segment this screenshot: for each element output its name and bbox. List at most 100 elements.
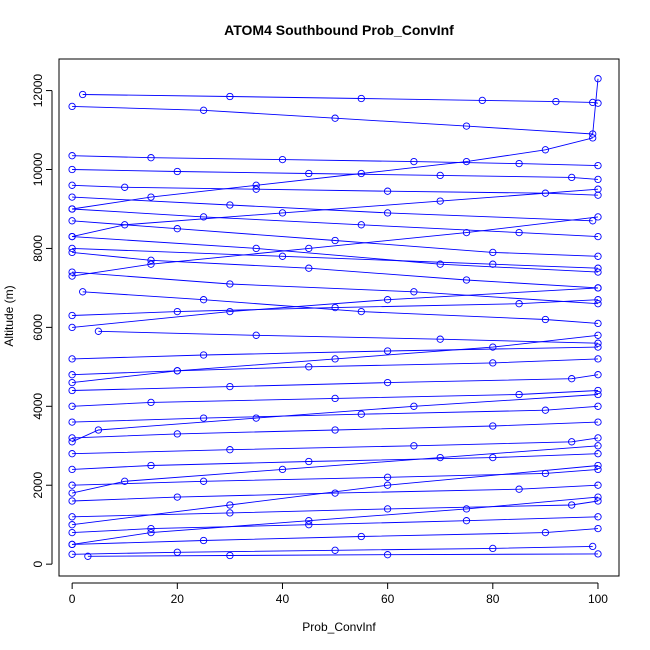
data-point [568,375,576,383]
data-point [84,552,92,560]
data-point [515,228,523,237]
data-point [79,288,87,296]
data-point [278,465,287,474]
data-point [383,505,392,513]
data-point [383,481,392,489]
data-point [594,331,602,339]
x-tick-label: 100 [588,592,608,606]
series-line [72,184,599,196]
data-point [594,550,602,558]
data-point [173,493,181,501]
data-point [594,161,602,170]
data-point [68,217,76,225]
data-point [594,442,602,450]
data-point [594,371,602,379]
series-line [72,516,599,534]
data-point [147,256,155,264]
data-point [383,378,392,387]
series-line [72,496,599,545]
data-point [68,152,76,160]
data-point [489,453,497,462]
series-line [72,251,599,289]
data-point [121,221,129,229]
data-point [68,434,76,442]
y-tick-label: 10000 [31,152,45,186]
series-line [72,545,593,555]
data-point [305,457,313,466]
data-point [594,434,602,442]
data-point [383,209,392,217]
series-line [72,137,593,210]
data-point [68,181,76,189]
data-point [357,307,365,316]
data-point [226,551,234,560]
data-point [436,335,444,343]
series-line [72,196,593,222]
data-point [278,252,287,260]
series-line [72,334,599,384]
data-point [594,465,602,474]
x-tick-label: 20 [171,592,185,606]
y-tick-label: 2000 [31,472,45,499]
data-point [147,461,155,470]
series-line [71,394,599,443]
data-point [594,75,602,83]
data-point [594,319,602,328]
data-point [94,426,103,434]
data-point [147,154,155,162]
data-point [305,264,313,272]
y-tick-label: 12000 [31,74,45,108]
data-point [173,430,181,438]
data-point [410,442,418,450]
data-point [305,244,313,253]
data-point [462,157,471,166]
data-point [121,183,129,191]
data-point [594,99,602,107]
data-point [331,489,339,497]
data-point [489,359,497,367]
data-point [594,175,602,184]
data-point [226,201,234,209]
x-tick-label: 40 [276,592,290,606]
data-point [331,355,339,363]
data-point [147,398,155,407]
data-point [305,517,313,525]
data-point [252,331,260,339]
data-point [594,386,602,395]
data-point [252,244,260,253]
plot-frame [58,58,620,577]
data-point [68,497,76,505]
data-point [68,378,76,387]
series-line [72,465,599,526]
data-point [68,205,76,213]
data-point [199,351,208,359]
data-point [594,418,602,426]
data-point [541,315,550,324]
data-point [68,268,76,276]
data-point [410,402,418,410]
data-point [594,524,602,533]
data-point [515,390,523,399]
data-point [68,450,76,458]
data-point [68,193,76,201]
data-point [589,134,597,142]
data-point [68,355,76,363]
series-line [72,208,599,238]
data-point [489,343,497,351]
data-point [594,461,602,470]
series-line [72,421,599,439]
data-point [357,532,365,541]
series-line [72,468,599,486]
series-line [98,330,599,344]
series-line [72,500,599,518]
series-line [72,405,599,423]
data-point [68,528,76,537]
data-point [589,130,597,138]
data-point [436,260,444,268]
axes-layer: 0 20 40 60 80 100 0 2000 4000 6000 8000 10000 12000 [31,74,608,606]
data-point [357,169,365,178]
series-line [72,169,599,180]
series-line [82,94,599,104]
series-line [72,271,599,305]
